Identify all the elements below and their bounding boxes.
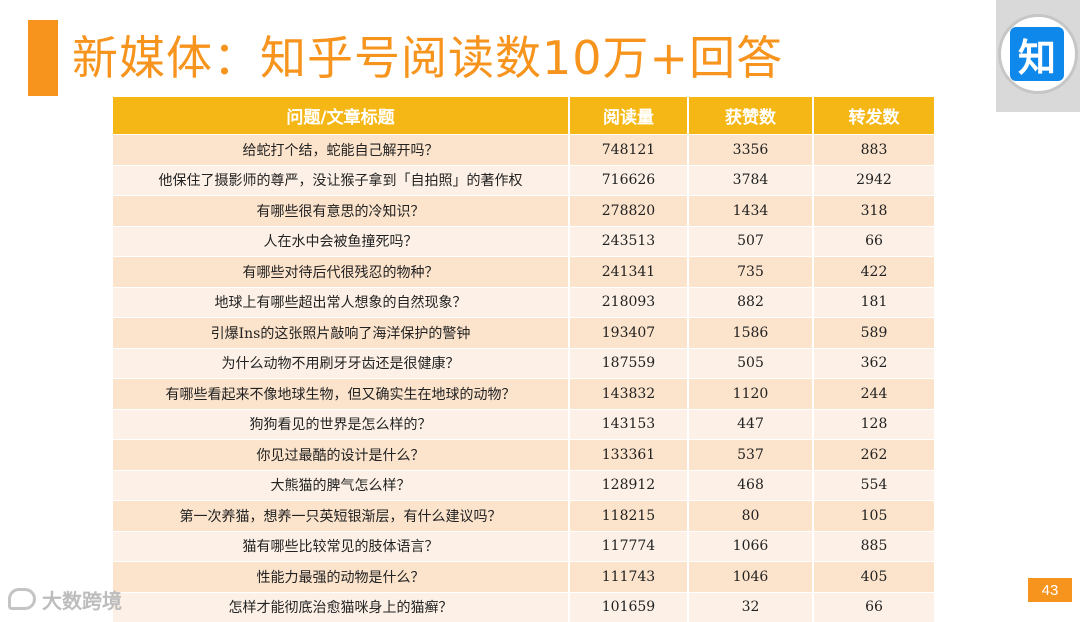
cell-reads: 193407: [569, 318, 688, 349]
watermark: 大数跨境: [8, 584, 122, 614]
cell-reads: 218093: [569, 287, 688, 318]
header-reads: 阅读量: [569, 97, 688, 135]
cell-reads: 128912: [569, 470, 688, 501]
cell-reads: 118215: [569, 501, 688, 532]
cell-shares: 128: [813, 409, 934, 440]
cell-shares: 422: [813, 257, 934, 288]
page-number: 43: [1028, 578, 1072, 602]
cell-reads: 278820: [569, 196, 688, 227]
table-header-row: 问题/文章标题 阅读量 获赞数 转发数: [113, 97, 934, 135]
cell-shares: 244: [813, 379, 934, 410]
cell-shares: 362: [813, 348, 934, 379]
cell-shares: 105: [813, 501, 934, 532]
cell-reads: 143832: [569, 379, 688, 410]
slide-title: 新媒体：知乎号阅读数10万+回答: [72, 22, 783, 94]
cell-shares: 405: [813, 562, 934, 593]
cell-likes: 3356: [688, 135, 813, 166]
header-likes: 获赞数: [688, 97, 813, 135]
cell-shares: 883: [813, 135, 934, 166]
cell-likes: 1066: [688, 531, 813, 562]
cell-likes: 447: [688, 409, 813, 440]
cell-likes: 1120: [688, 379, 813, 410]
cell-likes: 3784: [688, 165, 813, 196]
cell-likes: 468: [688, 470, 813, 501]
watermark-logo-icon: [8, 588, 36, 610]
watermark-text: 大数跨境: [42, 585, 122, 614]
cell-reads: 187559: [569, 348, 688, 379]
cell-likes: 80: [688, 501, 813, 532]
cell-title: 有哪些很有意思的冷知识？: [113, 196, 569, 227]
cell-likes: 1586: [688, 318, 813, 349]
cell-shares: 554: [813, 470, 934, 501]
cell-likes: 1434: [688, 196, 813, 227]
cell-reads: 748121: [569, 135, 688, 166]
cell-likes: 505: [688, 348, 813, 379]
cell-shares: 885: [813, 531, 934, 562]
title-accent-bar: [28, 20, 58, 96]
cell-title: 有哪些对待后代很残忍的物种？: [113, 257, 569, 288]
cell-shares: 262: [813, 440, 934, 471]
cell-title: 引爆Ins的这张照片敲响了海洋保护的警钟: [113, 318, 569, 349]
cell-shares: 181: [813, 287, 934, 318]
cell-shares: 66: [813, 226, 934, 257]
cell-title: 有哪些看起来不像地球生物，但又确实生在地球的动物？: [113, 379, 569, 410]
cell-title: 为什么动物不用刷牙牙齿还是很健康？: [113, 348, 569, 379]
cell-title: 狗狗看见的世界是怎么样的？: [113, 409, 569, 440]
cell-title: 猫有哪些比较常见的肢体语言？: [113, 531, 569, 562]
cell-reads: 243513: [569, 226, 688, 257]
cell-title: 给蛇打个结，蛇能自己解开吗？: [113, 135, 569, 166]
cell-shares: 318: [813, 196, 934, 227]
cell-title: 他保住了摄影师的尊严，没让猴子拿到「自拍照」的著作权: [113, 165, 569, 196]
cell-likes: 882: [688, 287, 813, 318]
cell-likes: 1046: [688, 562, 813, 593]
answers-table: 问题/文章标题 阅读量 获赞数 转发数 给蛇打个结，蛇能自己解开吗？748121…: [113, 97, 934, 622]
cell-likes: 537: [688, 440, 813, 471]
cell-title: 人在水中会被鱼撞死吗？: [113, 226, 569, 257]
cell-title: 第一次养猫，想养一只英短银渐层，有什么建议吗？: [113, 501, 569, 532]
cell-likes: 735: [688, 257, 813, 288]
cell-reads: 241341: [569, 257, 688, 288]
cell-title: 性能力最强的动物是什么？: [113, 562, 569, 593]
cell-reads: 111743: [569, 562, 688, 593]
cell-title: 你见过最酷的设计是什么？: [113, 440, 569, 471]
cell-title: 地球上有哪些超出常人想象的自然现象？: [113, 287, 569, 318]
cell-reads: 716626: [569, 165, 688, 196]
cell-shares: 2942: [813, 165, 934, 196]
header-shares: 转发数: [813, 97, 934, 135]
cell-reads: 133361: [569, 440, 688, 471]
header-title: 问题/文章标题: [113, 97, 569, 135]
cell-title: 大熊猫的脾气怎么样？: [113, 470, 569, 501]
cell-reads: 143153: [569, 409, 688, 440]
cell-reads: 117774: [569, 531, 688, 562]
zhihu-logo-icon: 知: [1010, 27, 1064, 81]
cell-likes: 507: [688, 226, 813, 257]
cell-shares: 589: [813, 318, 934, 349]
